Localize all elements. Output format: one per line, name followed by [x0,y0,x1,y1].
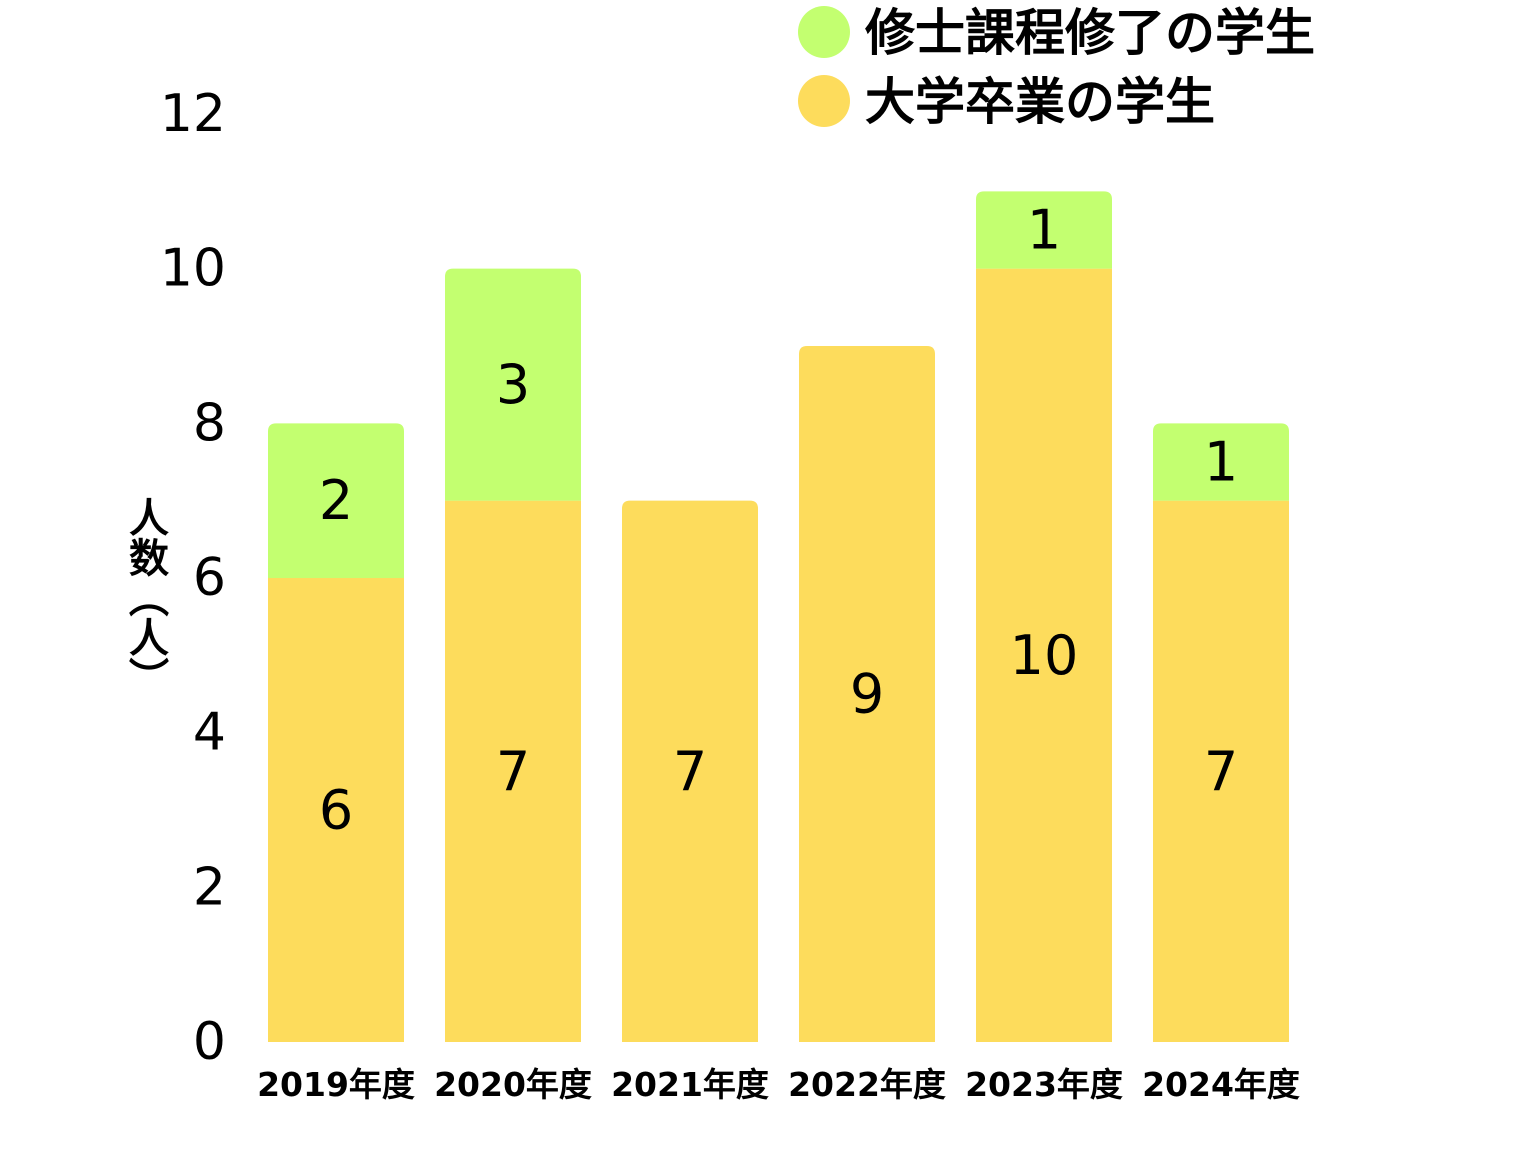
bar-value-label: 9 [850,663,884,726]
bar-value-label: 3 [496,353,530,416]
legend-swatch-bachelor [798,75,850,127]
bar-master [445,268,581,501]
y-axis-title: 人数（人） [122,497,169,697]
x-category-label: 2020年度 [434,1065,592,1104]
bar-value-label: 7 [496,740,530,803]
bar-value-label: 7 [1204,740,1238,803]
x-category-label: 2024年度 [1142,1065,1300,1104]
legend-swatch-master [798,6,850,58]
bar-bachelor [445,500,581,1043]
x-category-label: 2023年度 [965,1065,1123,1104]
bar-value-label: 1 [1204,431,1238,494]
legend-label-bachelor: 大学卒業の学生 [865,73,1215,131]
bars: 6 2 7 3 7 9 10 1 7 1 [268,191,1289,1043]
y-tick-label: 8 [193,393,226,453]
bar-bachelor [622,500,758,1043]
y-tick-label: 12 [160,84,226,144]
bar-value-label: 2 [319,469,353,532]
y-tick-label: 10 [160,239,226,299]
legend-label-master: 修士課程修了の学生 [865,4,1315,62]
y-tick-label: 0 [193,1012,226,1072]
y-tick-label: 2 [193,857,226,917]
bar-master [1153,423,1289,501]
y-tick-label: 6 [193,548,226,608]
bar-value-label: 1 [1027,199,1061,262]
bar-value-label: 7 [673,740,707,803]
bar-value-label: 10 [1010,624,1079,687]
y-tick-label: 4 [193,703,226,763]
y-axis-ticks: 0 2 4 6 8 10 12 [160,84,226,1072]
bar-bachelor [799,346,935,1042]
x-category-label: 2019年度 [257,1065,415,1104]
x-category-label: 2022年度 [788,1065,946,1104]
x-category-label: 2021年度 [611,1065,769,1104]
bar-bachelor [1153,500,1289,1043]
bar-value-label: 6 [319,779,353,842]
legend: 修士課程修了の学生 大学卒業の学生 [798,4,1315,131]
bar-master [976,191,1112,269]
x-axis-labels: 2019年度 2020年度 2021年度 2022年度 2023年度 2024年度 [257,1065,1300,1104]
bar-master [268,423,404,578]
bar-bachelor [268,578,404,1042]
bar-bachelor [976,268,1112,1043]
